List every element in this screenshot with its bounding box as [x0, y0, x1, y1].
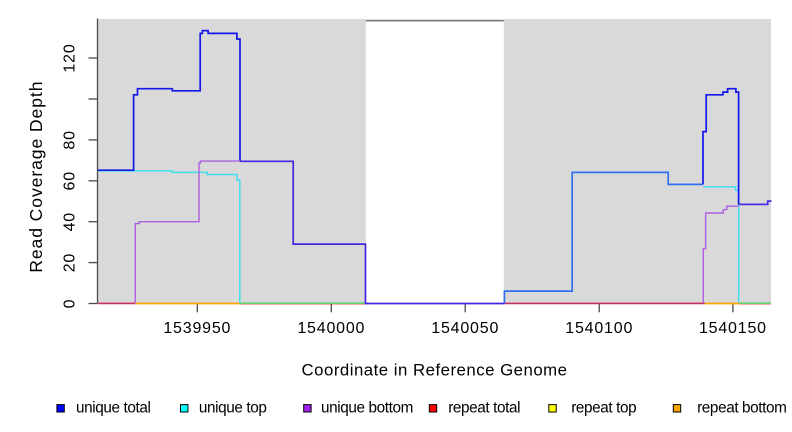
- svg-text:1540000: 1540000: [297, 320, 365, 337]
- svg-text:repeat bottom: repeat bottom: [697, 399, 786, 416]
- svg-text:repeat top: repeat top: [571, 399, 636, 416]
- svg-text:60: 60: [62, 171, 79, 190]
- svg-text:1540050: 1540050: [431, 320, 499, 337]
- svg-text:Coordinate in Reference Genome: Coordinate in Reference Genome: [302, 360, 568, 379]
- svg-text:1539950: 1539950: [163, 320, 231, 337]
- svg-text:1540100: 1540100: [565, 320, 633, 337]
- svg-text:repeat total: repeat total: [448, 399, 520, 416]
- svg-text:unique bottom: unique bottom: [321, 399, 413, 416]
- svg-text:120: 120: [62, 43, 79, 72]
- svg-text:40: 40: [62, 212, 79, 231]
- svg-text:unique top: unique top: [199, 399, 267, 416]
- svg-text:0: 0: [62, 299, 79, 309]
- svg-text:20: 20: [62, 253, 79, 272]
- svg-text:Read Coverage Depth: Read Coverage Depth: [26, 81, 46, 273]
- svg-text:80: 80: [62, 130, 79, 149]
- svg-text:1540150: 1540150: [699, 320, 767, 337]
- svg-text:unique total: unique total: [76, 399, 151, 416]
